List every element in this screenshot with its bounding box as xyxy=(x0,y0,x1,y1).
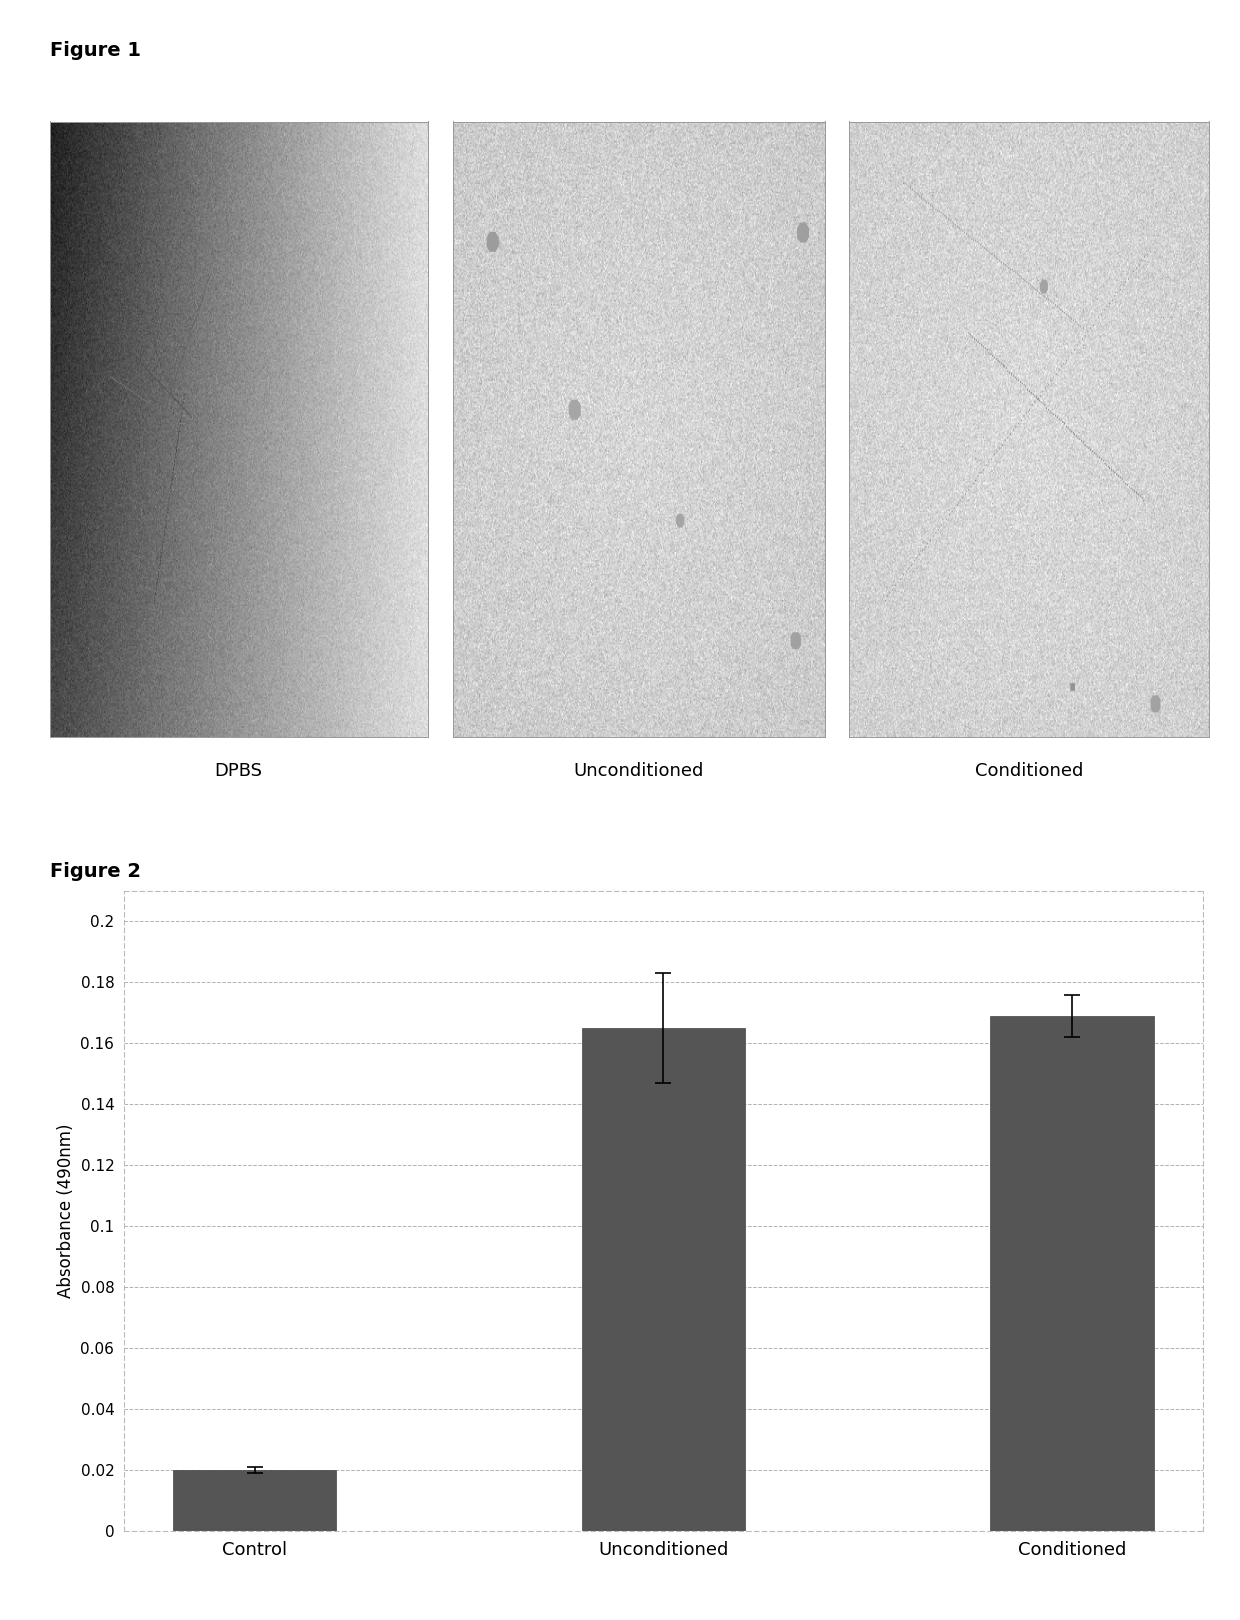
Bar xyxy=(174,1469,336,1531)
Text: Conditioned: Conditioned xyxy=(975,761,1084,781)
Text: Unconditioned: Unconditioned xyxy=(573,761,704,781)
Text: Figure 1: Figure 1 xyxy=(50,40,140,60)
Text: DPBS: DPBS xyxy=(215,761,263,781)
Y-axis label: Absorbance (490nm): Absorbance (490nm) xyxy=(57,1124,74,1298)
Text: Figure 2: Figure 2 xyxy=(50,862,140,881)
Bar xyxy=(582,1029,745,1531)
Bar xyxy=(991,1016,1153,1531)
